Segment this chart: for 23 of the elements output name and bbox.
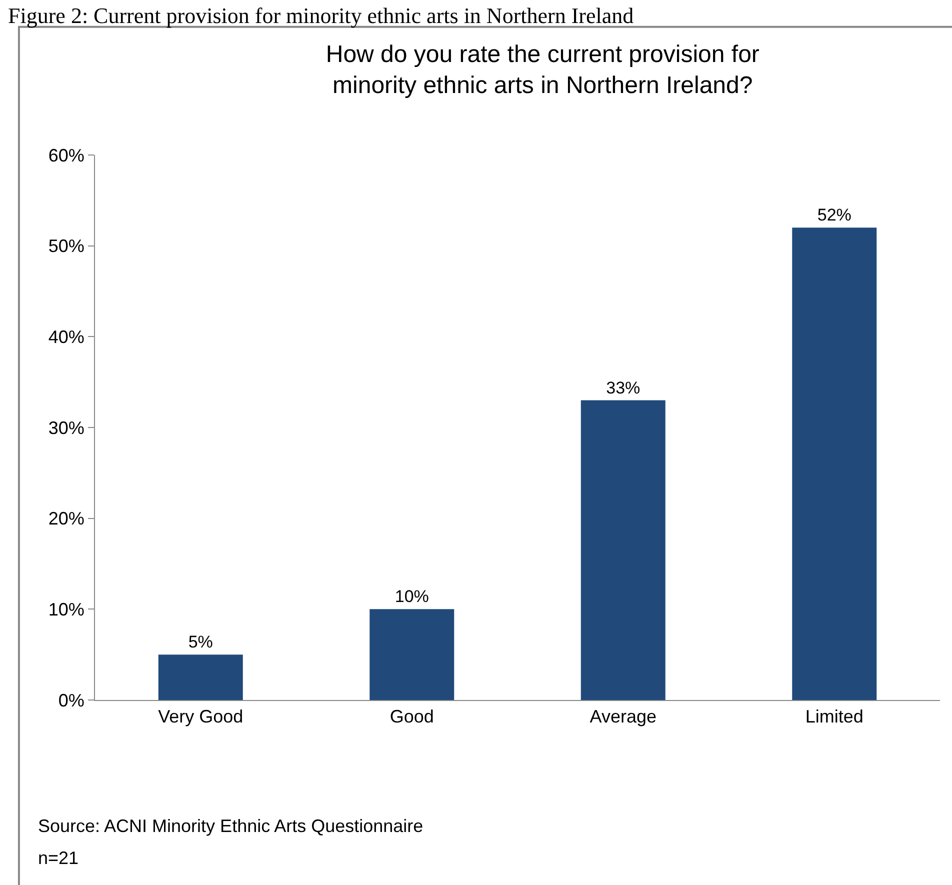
- x-tick-label: Good: [390, 706, 434, 727]
- y-tick-label: 30%: [48, 418, 84, 438]
- y-tick-label: 10%: [48, 599, 84, 620]
- caption: Figure 2: Current provision for minority ethnic arts in Northern Ireland: [8, 3, 634, 28]
- y-tick-label: 50%: [48, 236, 84, 256]
- y-tick-label: 40%: [48, 326, 84, 347]
- bar: [370, 609, 454, 700]
- y-tick-label: 60%: [48, 145, 84, 166]
- source-note: Source: ACNI Minority Ethnic Arts Questionnaire: [38, 816, 424, 836]
- x-tick-label: Average: [590, 706, 656, 727]
- x-tick-label: Very Good: [158, 706, 244, 727]
- data-label: 33%: [606, 378, 640, 398]
- data-label: 52%: [817, 206, 852, 225]
- data-label: 5%: [188, 632, 213, 652]
- y-tick-label: 20%: [48, 508, 84, 529]
- bar: [158, 654, 243, 700]
- bar: [580, 400, 666, 700]
- chart-title: How do you rate the current provision for minority ethnic arts in Northern Ireland?: [326, 40, 760, 100]
- y-tick-label: 0%: [58, 690, 84, 710]
- data-label: 10%: [394, 587, 429, 606]
- x-tick-label: Limited: [805, 706, 864, 727]
- bar: [792, 228, 877, 700]
- text: n=21: [38, 848, 79, 868]
